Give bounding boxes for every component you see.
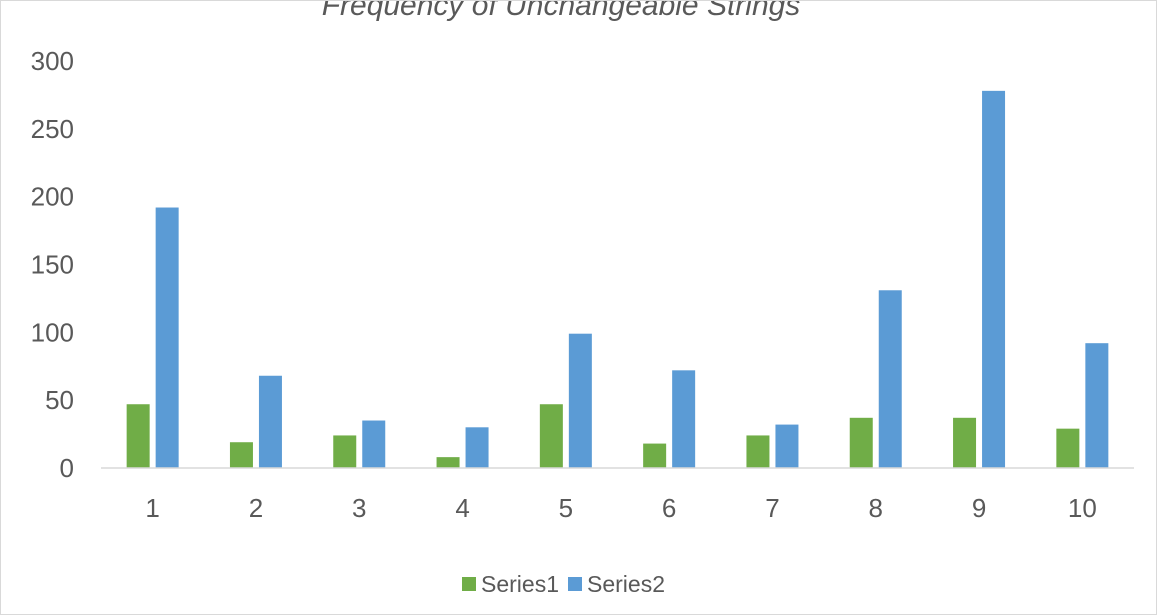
- bar-series2-4: [465, 427, 489, 468]
- y-tick-label: 200: [31, 182, 74, 212]
- bar-series2-1: [155, 207, 179, 468]
- x-tick-label: 4: [455, 493, 469, 523]
- bar-series2-3: [362, 420, 386, 468]
- y-tick-label: 0: [60, 453, 74, 483]
- x-tick-label: 8: [869, 493, 883, 523]
- bar-series1-2: [229, 442, 253, 468]
- chart-title-group: Frequency of Unchangeable Strings: [322, 1, 801, 22]
- bar-series1-3: [333, 435, 357, 468]
- bar-series1-1: [126, 404, 150, 468]
- y-tick-label: 300: [31, 46, 74, 76]
- bar-series1-5: [539, 404, 563, 468]
- bar-series2-7: [775, 424, 799, 468]
- legend-swatch: [462, 577, 476, 591]
- bar-series2-9: [982, 90, 1006, 468]
- x-axis: 1 2 3 4 5 6 7 8 9 10: [101, 467, 1134, 523]
- bar-series2-6: [672, 370, 696, 468]
- bar-series1-9: [953, 417, 977, 468]
- bar-series2-5: [568, 333, 592, 468]
- y-axis: 0 50 100 150 200 250 300: [31, 46, 74, 483]
- bar-series1-6: [643, 443, 667, 468]
- x-tick-label: 3: [352, 493, 366, 523]
- x-tick-label: 2: [249, 493, 263, 523]
- x-tick-label: 6: [662, 493, 676, 523]
- y-tick-label: 250: [31, 114, 74, 144]
- x-tick-label: 7: [765, 493, 779, 523]
- bar-series1-10: [1056, 428, 1080, 468]
- legend-label: Series2: [587, 571, 665, 597]
- x-tick-label: 10: [1068, 493, 1097, 523]
- legend-label: Series1: [481, 571, 559, 597]
- x-tick-label: 1: [145, 493, 159, 523]
- bar-series1-4: [436, 457, 460, 468]
- legend-swatch: [568, 577, 582, 591]
- y-tick-label: 150: [31, 250, 74, 280]
- legend-item-series2: Series2: [568, 571, 665, 597]
- bar-series2-10: [1085, 343, 1109, 468]
- bar-series1-8: [849, 417, 873, 468]
- legend-item-series1: Series1: [462, 571, 559, 597]
- y-tick-label: 100: [31, 317, 74, 347]
- bars: [126, 90, 1109, 468]
- bar-series2-8: [878, 290, 902, 468]
- y-tick-label: 50: [45, 385, 74, 415]
- chart-title: Frequency of Unchangeable Strings: [322, 1, 801, 22]
- legend: Series1 Series2: [462, 571, 665, 597]
- x-tick-label: 5: [559, 493, 573, 523]
- bar-series2-2: [258, 375, 282, 468]
- x-tick-label: 9: [972, 493, 986, 523]
- bar-series1-7: [746, 435, 770, 468]
